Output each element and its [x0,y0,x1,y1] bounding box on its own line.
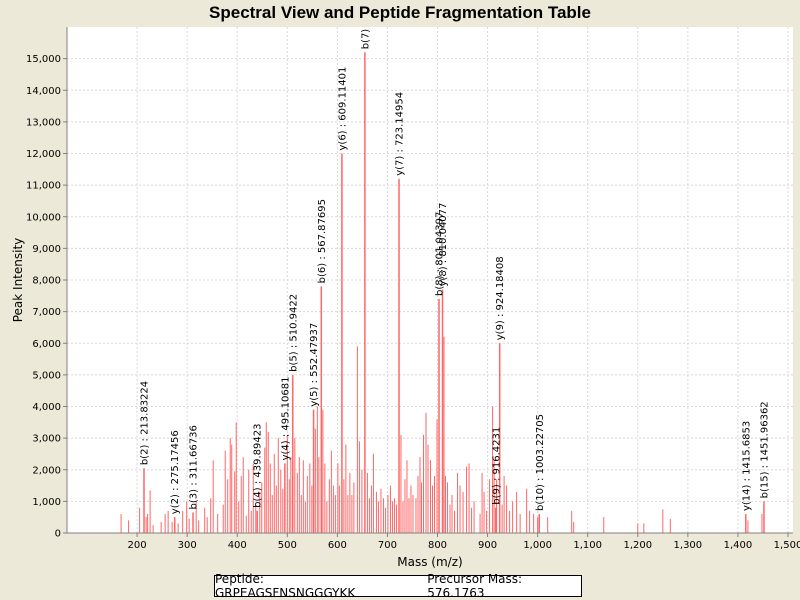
x-tick-label: 600 [328,540,347,551]
x-tick-label: 200 [128,540,147,551]
fragment-ion-label: y(4) : 495.10681 [280,377,291,461]
y-tick-label: 0 [55,529,61,540]
fragment-ion-label: y(7) : 723.14954 [395,92,406,176]
fragment-ion-label: y(2) : 275.17456 [170,430,181,514]
fragment-ion-label: y(8) : 810.04077 [438,203,449,287]
x-tick-label: 1,000 [523,540,552,551]
fragment-ion-label: b(5) : 510.9422 [288,294,299,372]
y-tick-label: 10,000 [26,212,61,223]
x-tick-label: 700 [378,540,397,551]
fragment-ion-label: b(8) : 801.04397 [435,212,446,296]
x-tick-label: 1,100 [573,540,602,551]
x-tick-label: 1,300 [674,540,703,551]
fragment-ion-label: y(6) : 609.11401 [337,67,348,151]
fragment-ion-label: y(9) : 924.18408 [495,256,506,340]
y-tick-label: 6,000 [32,339,61,350]
y-tick-label: 3,000 [32,434,61,445]
y-axis-title: Peak Intensity [11,238,25,323]
fragment-ion-label: y(5) : 552.47937 [309,323,320,407]
y-tick-label: 5,000 [32,370,61,381]
y-tick-label: 2,000 [32,465,61,476]
fragment-ion-label: b(15) : 1451.96362 [759,401,770,498]
x-tick-label: 1,500 [774,540,800,551]
fragment-ion-label: y(14) : 1415.6853 [741,421,752,511]
precursor-mass-label: Precursor Mass: 576.1763 [427,572,523,600]
y-tick-label: 15,000 [26,54,61,65]
y-tick-label: 11,000 [26,181,61,192]
x-tick-label: 1,200 [623,540,652,551]
x-tick-label: 900 [478,540,497,551]
y-tick-label: 1,000 [32,497,61,508]
x-axis-title: Mass (m/z) [397,555,462,569]
x-tick-label: 800 [428,540,447,551]
y-tick-label: 8,000 [32,276,61,287]
chart-title: Spectral View and Peptide Fragmentation … [209,3,591,22]
x-tick-label: 1,400 [724,540,753,551]
y-tick-label: 14,000 [26,86,61,97]
x-tick-label: 500 [278,540,297,551]
peptide-label: Peptide: GRPEAGSFNSNGGGYKK [215,572,356,600]
peak-labels: b(2) : 213.83224 y(2) : 275.17456 b(3) : 3… [140,29,771,514]
y-tick-label: 9,000 [32,244,61,255]
y-tick-label: 12,000 [26,149,61,160]
fragment-ion-label: b(2) : 213.83224 [140,381,151,465]
axis-ticks: 200 300 400 500 600 700 800 900 1,000 1,100 1,200 1… [26,54,800,551]
fragment-ion-label: b(6) : 567.87695 [317,199,328,283]
peak-series [120,52,765,533]
y-tick-label: 13,000 [26,117,61,128]
grid-lines [67,27,793,533]
x-tick-label: 400 [228,540,247,551]
y-tick-label: 4,000 [32,402,61,413]
x-tick-label: 300 [178,540,197,551]
peptide-info-box: Peptide: GRPEAGSFNSNGGGYKK Precursor Mas… [214,572,582,600]
fragment-ion-label: b(10) : 1003.22705 [535,414,546,511]
fragment-ion-label: b(7) [360,29,371,50]
fragment-ion-label: b(9) : 916.4231 [491,427,502,505]
y-tick-label: 7,000 [32,307,61,318]
fragment-ion-label: b(3) : 311.66736 [189,425,200,509]
fragment-ion-label: b(4) : 439.89423 [253,424,264,508]
